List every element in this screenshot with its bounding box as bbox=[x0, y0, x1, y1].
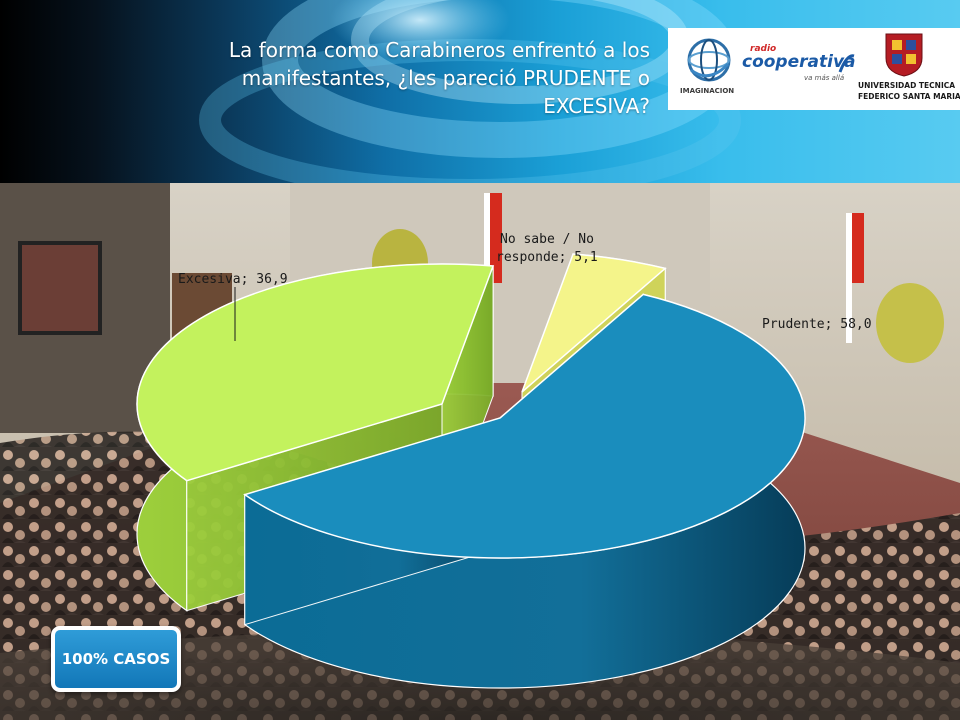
cooperativa-name-text: cooperativa bbox=[742, 52, 856, 72]
cooperativa-tagline-text: va más allá bbox=[804, 74, 845, 82]
pie-labels-group: Prudente; 58,0 Excesiva; 36,9 No sabe / No… bbox=[178, 232, 872, 332]
pie-data-label: Prudente; 58,0 bbox=[762, 317, 872, 332]
flag-stripe bbox=[490, 193, 502, 283]
flower-arrangement bbox=[876, 283, 944, 363]
utfsm-name-line2: FEDERICO SANTA MARIA bbox=[858, 92, 960, 101]
imaginacion-logo-text: IMAGINACION bbox=[680, 87, 735, 95]
chile-flag-right bbox=[846, 213, 852, 343]
utfsm-name-line1: UNIVERSIDAD TECNICA bbox=[858, 81, 956, 90]
slide-title: La forma como Carabineros enfrentó a los… bbox=[228, 38, 650, 118]
cooperativa-radio-text: radio bbox=[750, 44, 777, 54]
utfsm-logo: UNIVERSIDAD TECNICA FEDERICO SANTA MARIA bbox=[858, 32, 960, 108]
globe-icon bbox=[687, 38, 731, 82]
imaginacion-logo: IMAGINACION bbox=[676, 34, 742, 104]
cases-badge: 100% CASOS bbox=[51, 626, 181, 692]
screen-monitor bbox=[18, 241, 102, 335]
cases-badge-label: 100% CASOS bbox=[61, 650, 171, 668]
pie-data-label: No sabe / No responde; 5,1 bbox=[496, 232, 598, 265]
flag-stripe bbox=[852, 213, 864, 283]
pie-slice-prudente bbox=[243, 293, 806, 559]
wave-icon bbox=[838, 54, 855, 73]
pie-top-group bbox=[136, 253, 806, 559]
logos-panel: IMAGINACION radio cooperativa va más all… bbox=[668, 28, 960, 110]
pie-slice-no-sabe-no-responde bbox=[521, 253, 667, 393]
utfsm-crest-icon bbox=[885, 33, 923, 77]
cooperativa-logo: radio cooperativa va más allá bbox=[742, 44, 856, 86]
pie-slice-excesiva bbox=[136, 263, 495, 482]
pie-data-label: Excesiva; 36,9 bbox=[178, 272, 288, 287]
